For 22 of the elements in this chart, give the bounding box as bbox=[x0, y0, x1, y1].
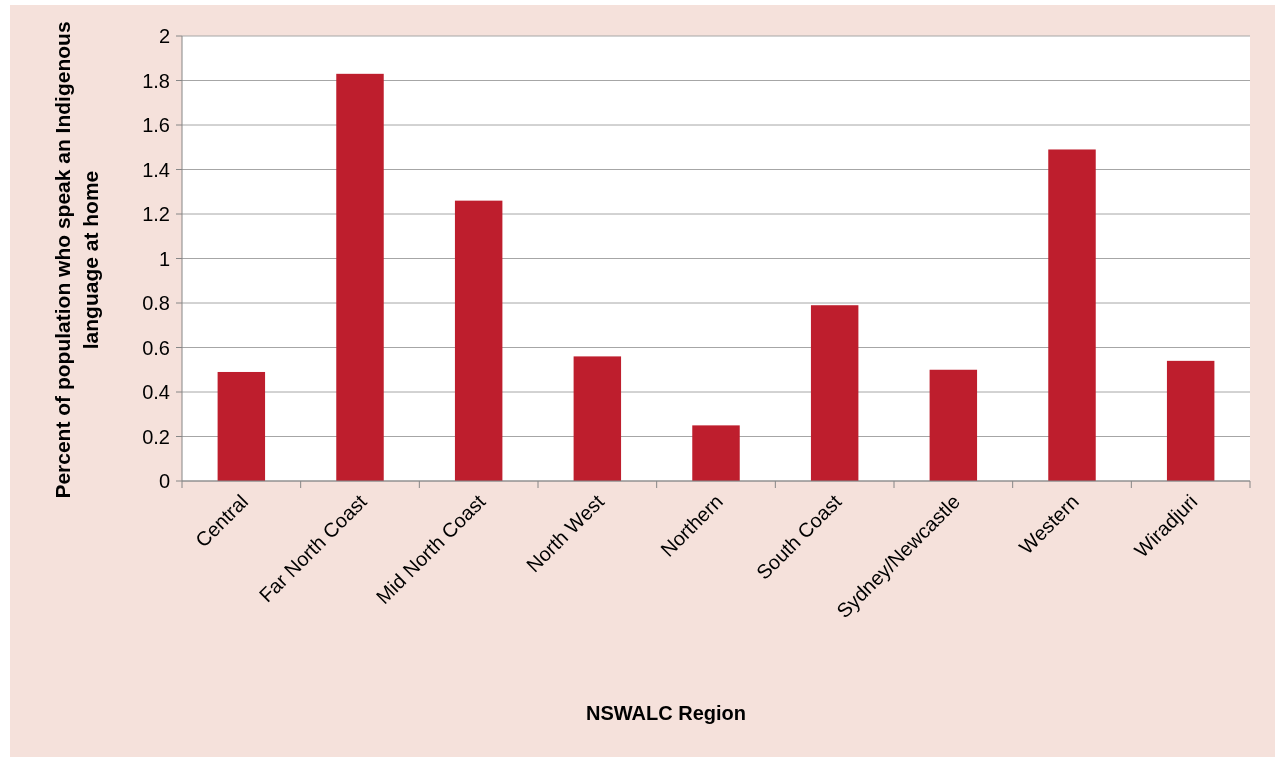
bar bbox=[454, 200, 503, 481]
y-tick-label: 1 bbox=[158, 247, 170, 270]
y-tick-label: 0.4 bbox=[142, 381, 170, 403]
y-tick-label: 1.4 bbox=[142, 158, 170, 181]
y-tick-label: 2 bbox=[158, 25, 170, 47]
bar bbox=[692, 425, 740, 481]
x-axis-title: NSWALC Region bbox=[586, 702, 746, 724]
y-tick-label: 1.6 bbox=[142, 114, 170, 136]
bar bbox=[336, 73, 384, 481]
bar bbox=[217, 371, 266, 481]
y-tick-label: 0.2 bbox=[142, 425, 170, 448]
y-tick-label: 1.2 bbox=[142, 203, 170, 225]
y-tick-label: 0.8 bbox=[142, 292, 170, 314]
y-tick-label: 0 bbox=[158, 470, 170, 492]
bar bbox=[573, 356, 622, 481]
bar bbox=[929, 369, 978, 481]
bar bbox=[1166, 360, 1215, 481]
y-tick-label: 1.8 bbox=[142, 69, 170, 92]
bar bbox=[810, 305, 859, 481]
y-axis-title: Percent of population who speak an Indigenous language at home bbox=[51, 21, 102, 499]
bar bbox=[1048, 149, 1096, 481]
y-tick-label: 0.6 bbox=[142, 336, 170, 359]
